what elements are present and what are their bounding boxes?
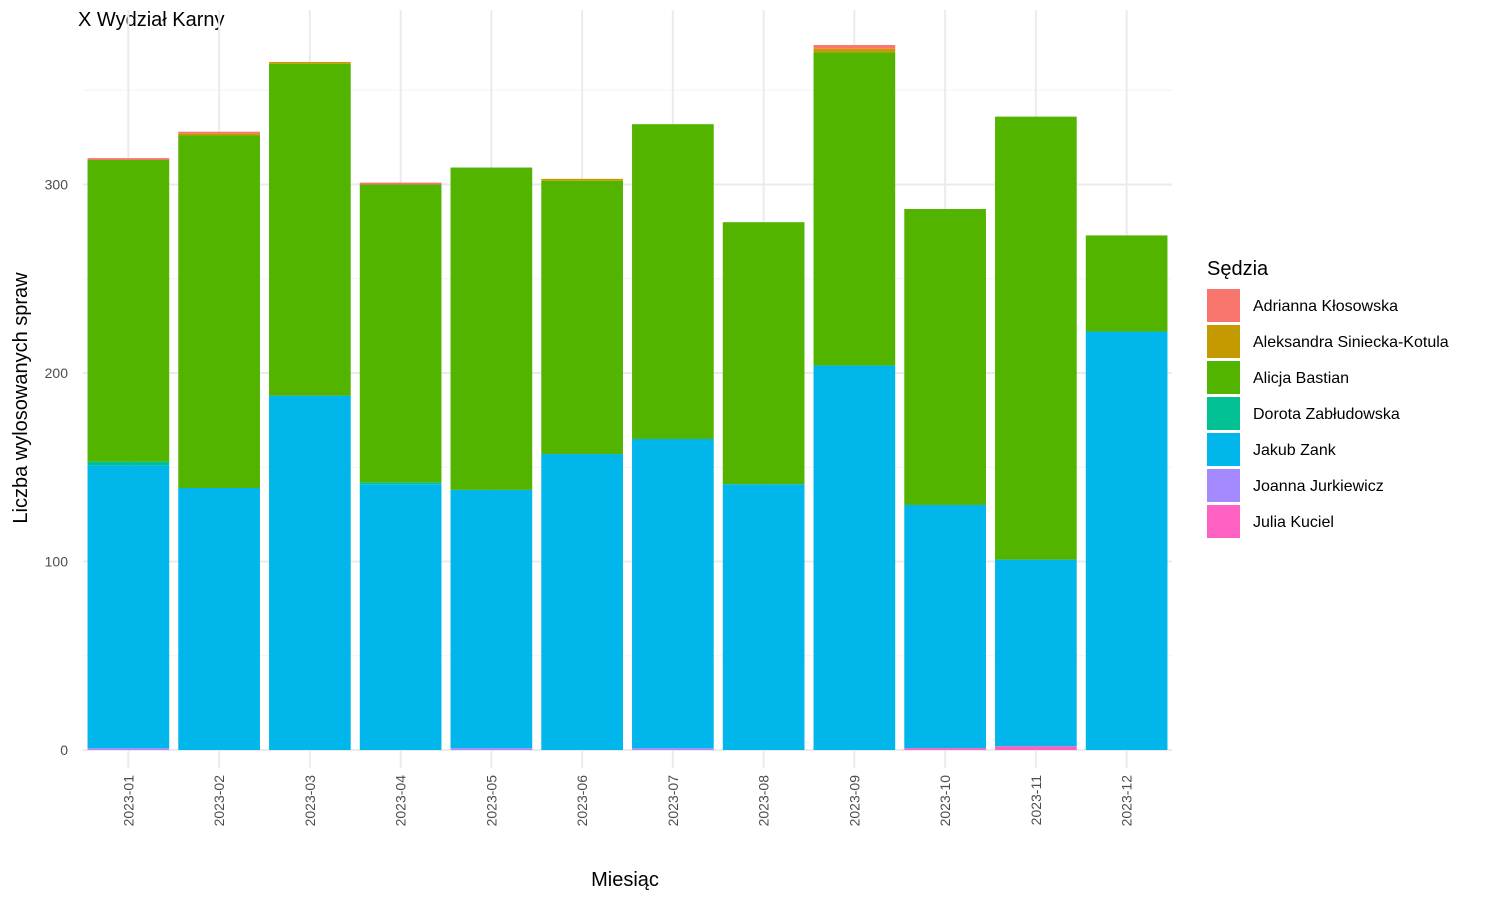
bar-segment <box>1085 331 1168 750</box>
bar-segment <box>269 395 351 750</box>
chart-title: X Wydział Karny <box>78 9 225 31</box>
bar-segment <box>269 61 351 64</box>
bar-segment <box>359 482 442 485</box>
bar-segment <box>813 365 896 750</box>
bar-segment <box>87 461 170 466</box>
legend-label: Julia Kuciel <box>1253 514 1334 531</box>
bar-segment <box>87 158 170 160</box>
bars <box>87 45 1168 750</box>
x-tick-label: 2023-07 <box>665 775 681 827</box>
bar-segment <box>178 135 260 488</box>
legend-swatch <box>1207 325 1240 358</box>
x-tick-label: 2023-05 <box>483 775 499 827</box>
legend-swatch <box>1207 361 1240 394</box>
x-axis-ticks: 2023-01 2023-02 2023-03 2023-04 2023-05 2023-… <box>120 775 1134 827</box>
y-axis-ticks: 0 100 200 300 <box>45 177 69 759</box>
bar-segment <box>450 167 533 490</box>
bar-segment <box>450 748 533 750</box>
x-tick-label: 2023-03 <box>302 775 318 827</box>
y-tick-label: 200 <box>45 365 69 381</box>
bar-segment <box>359 184 442 483</box>
legend-swatch <box>1207 289 1240 322</box>
legend-label: Adrianna Kłosowska <box>1253 298 1398 315</box>
bar-segment <box>904 748 986 750</box>
bar-segment <box>450 489 533 749</box>
x-tick-label: 2023-06 <box>574 775 590 827</box>
y-axis-title: Liczba wylosowanych spraw <box>10 272 32 524</box>
legend-label: Joanna Jurkiewicz <box>1253 478 1384 495</box>
bar-segment <box>178 131 260 134</box>
bar-segment <box>269 63 351 396</box>
legend-title: Sędzia <box>1207 258 1269 280</box>
bar-segment <box>359 484 442 750</box>
x-tick-label: 2023-10 <box>937 775 953 827</box>
y-tick-label: 100 <box>45 554 69 570</box>
x-tick-label: 2023-09 <box>846 775 862 827</box>
bar-segment <box>904 209 986 505</box>
bar-segment <box>1085 235 1168 332</box>
bar-segment <box>87 465 170 749</box>
bar-segment <box>813 48 896 53</box>
legend-label: Alicja Bastian <box>1253 370 1349 387</box>
bar-segment <box>995 746 1077 750</box>
bar-segment <box>178 133 260 136</box>
bar-segment <box>87 159 170 462</box>
bar-segment <box>541 178 623 181</box>
bar-segment <box>722 484 805 750</box>
legend-label: Aleksandra Siniecka-Kotula <box>1253 334 1449 351</box>
legend-swatch <box>1207 433 1240 466</box>
x-tick-label: 2023-02 <box>211 775 227 827</box>
bar-segment <box>541 454 623 750</box>
legend: Adrianna Kłosowska Aleksandra Siniecka-Ko… <box>1207 289 1449 538</box>
bar-segment <box>722 222 805 485</box>
x-axis-title: Miesiąc <box>591 869 659 891</box>
bar-segment <box>813 52 896 366</box>
bar-segment <box>813 45 896 49</box>
bar-segment <box>632 748 714 750</box>
x-tick-label: 2023-01 <box>120 775 136 827</box>
legend-swatch <box>1207 505 1240 538</box>
legend-label: Jakub Zank <box>1253 442 1337 459</box>
legend-swatch <box>1207 397 1240 430</box>
bar-segment <box>359 182 442 185</box>
y-tick-label: 0 <box>60 742 68 758</box>
bar-segment <box>632 438 714 749</box>
x-tick-label: 2023-11 <box>1028 775 1044 826</box>
x-tick-label: 2023-12 <box>1119 775 1135 827</box>
legend-swatch <box>1207 469 1240 502</box>
x-tick-label: 2023-04 <box>393 775 409 827</box>
bar-segment <box>904 504 986 749</box>
x-tick-label: 2023-08 <box>756 775 772 827</box>
y-tick-label: 300 <box>45 177 69 193</box>
legend-label: Dorota Zabłudowska <box>1253 406 1400 423</box>
bar-segment <box>87 748 170 750</box>
bar-segment <box>995 559 1077 747</box>
bar-segment <box>632 124 714 439</box>
bar-segment <box>178 487 260 750</box>
bar-segment <box>995 116 1077 560</box>
bar-segment <box>541 180 623 455</box>
